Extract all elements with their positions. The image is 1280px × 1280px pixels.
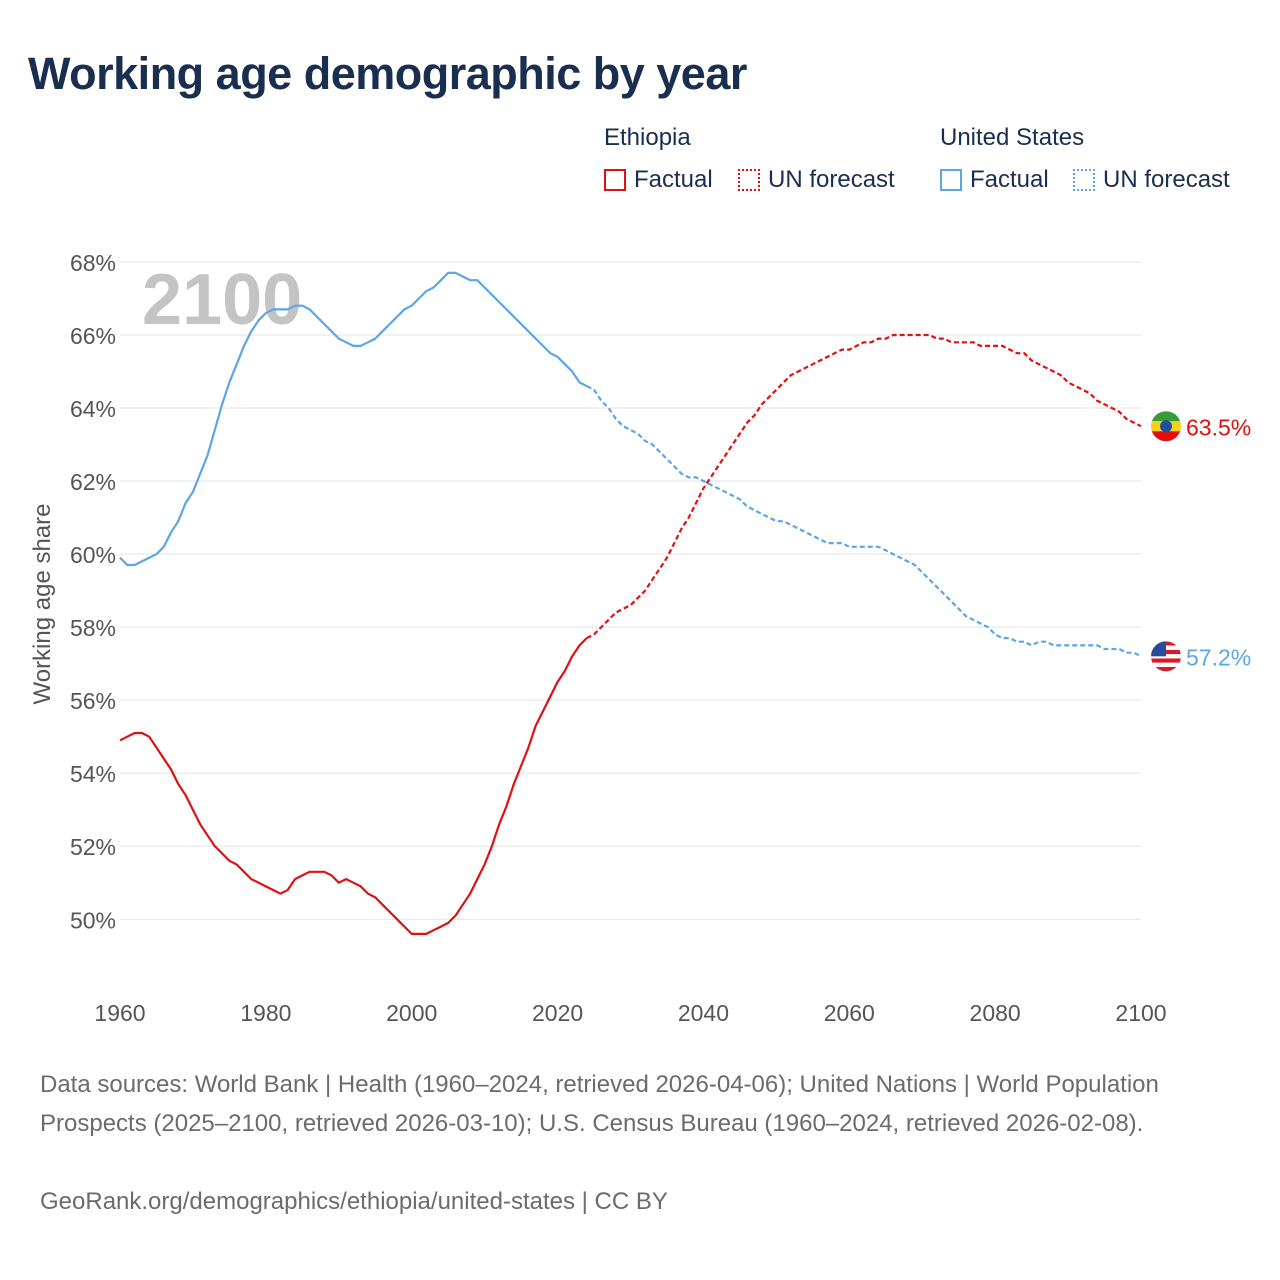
series-line-forecast[interactable] [586,385,1142,658]
data-sources: Data sources: World Bank | Health (1960–… [40,1071,1159,1137]
legend-ethiopia-forecast[interactable]: UN forecast [738,166,895,194]
legend-us-forecast[interactable]: UN forecast [1073,166,1230,194]
credit-link[interactable]: GeoRank.org/demographics/ethiopia/united… [40,1188,668,1215]
y-tick-label: 60% [70,542,116,568]
legend-label: Factual [634,166,713,193]
y-tick-label: 56% [70,688,116,714]
x-tick-label: 2020 [532,1000,583,1026]
series-line-forecast[interactable] [586,333,1142,640]
y-tick-label: 62% [70,469,116,495]
x-tick-label: 2080 [970,1000,1021,1026]
legend-swatch-solid-icon [604,169,626,191]
y-tick-label: 54% [70,761,116,787]
chart-title: Working age demographic by year [28,48,747,99]
legend-swatch-dotted-icon [1073,169,1095,191]
legend-us-factual[interactable]: Factual [940,166,1049,194]
series-end-label: 63.5% [1186,414,1251,440]
x-tick-label: 1960 [94,1000,145,1026]
y-axis-label: Working age share [29,504,56,705]
year-watermark: 2100 [142,260,302,340]
series-end-label: 57.2% [1186,644,1251,670]
legend-swatch-dotted-icon [738,169,760,191]
y-tick-label: 68% [70,250,116,276]
legend-title-ethiopia: Ethiopia [604,124,691,151]
series-line-factual[interactable] [119,271,588,567]
x-tick-label: 2060 [824,1000,875,1026]
legend-title-us: United States [940,124,1085,151]
legend-label: Factual [970,166,1049,193]
legend-ethiopia-factual[interactable]: Factual [604,166,713,194]
legend-label: UN forecast [1103,166,1230,193]
y-tick-label: 64% [70,396,116,422]
legend-label: UN forecast [768,166,895,193]
y-tick-label: 50% [70,907,116,933]
united-states-flag-icon [1151,641,1181,672]
x-tick-label: 2040 [678,1000,729,1026]
series-line-factual[interactable] [119,637,588,935]
line-chart: 2100 50% 52% 54% 56% 58% 60% 62% 64% 66% 68% 1960 1… [29,250,1251,1026]
y-tick-label: 58% [70,615,116,641]
ethiopia-flag-icon [1151,411,1181,442]
y-tick-label: 66% [70,323,116,349]
y-tick-label: 52% [70,834,116,860]
x-tick-label: 2000 [386,1000,437,1026]
x-tick-label: 1980 [240,1000,291,1026]
x-tick-label: 2100 [1115,1000,1166,1026]
legend-swatch-solid-icon [940,169,962,191]
